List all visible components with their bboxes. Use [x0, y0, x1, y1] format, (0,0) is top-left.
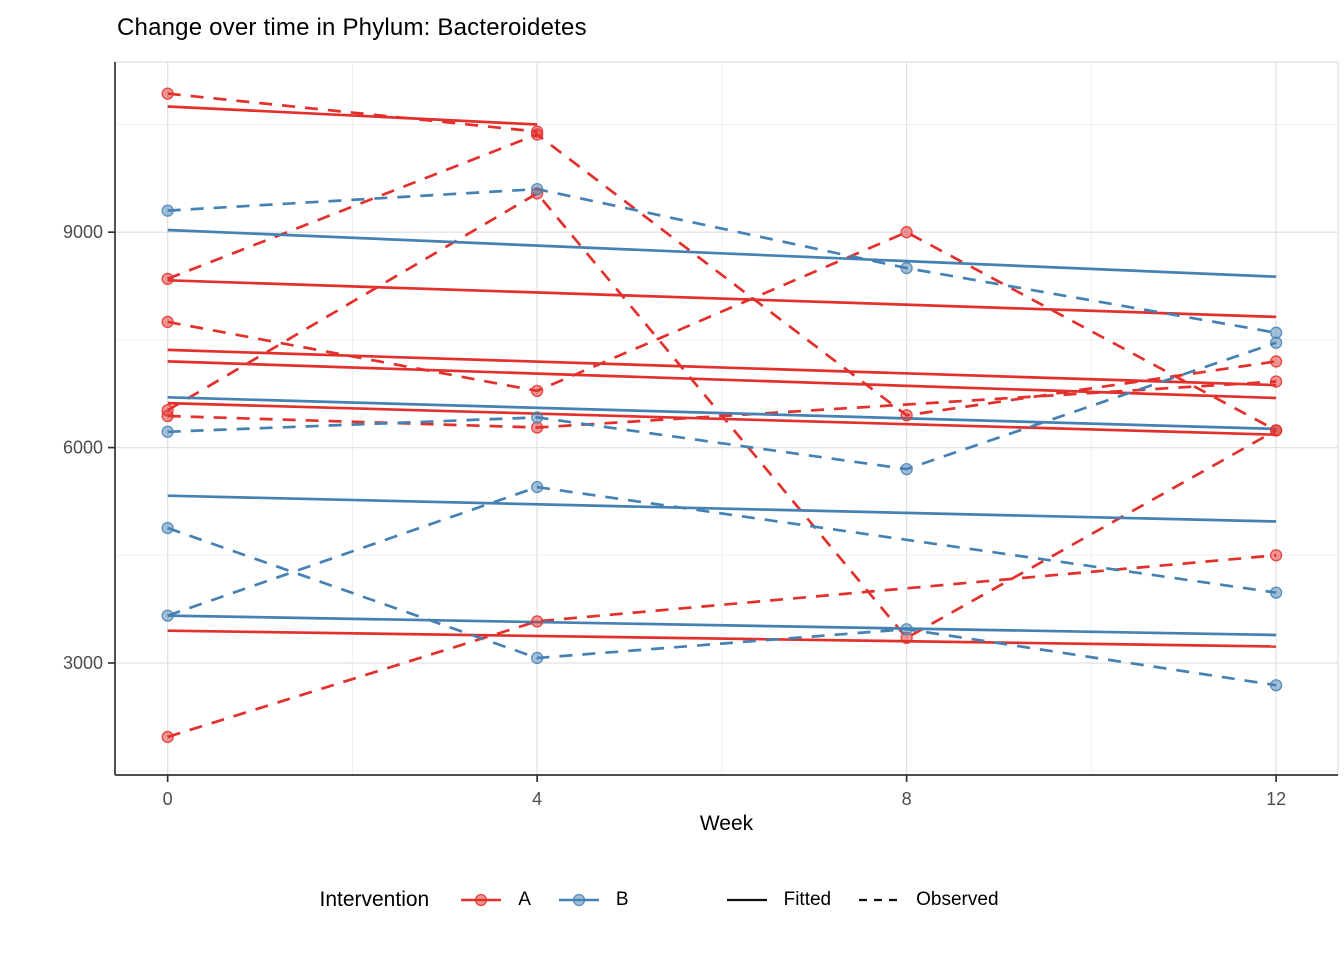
data-point-A4-wk12: [1269, 375, 1283, 388]
data-point-B4-wk0: [161, 609, 174, 622]
legend-label-a: A: [518, 889, 531, 910]
data-point-A2-wk0: [161, 272, 174, 285]
legend-title: Intervention: [319, 888, 430, 911]
data-point-A2-wk4: [530, 128, 544, 141]
x-tick-label: 8: [902, 789, 912, 809]
data-point-A6-wk12: [1269, 424, 1283, 437]
observed-line-A2: [167, 132, 1277, 417]
observed-line-B1: [167, 187, 1277, 335]
data-point-A6-wk0: [161, 404, 174, 417]
x-tick-label: 0: [163, 789, 173, 809]
legend-observed-line-icon: [859, 898, 900, 902]
legend-label-fitted: Fitted: [783, 889, 832, 910]
legend-fitted-line-icon: [726, 898, 767, 902]
data-point-A5-wk0: [161, 730, 174, 744]
x-axis-title: Week: [699, 812, 754, 835]
data-point-B1-wk8: [900, 261, 913, 275]
fitted-line-B2: [167, 395, 1277, 431]
observed-line-A1: [167, 92, 538, 133]
data-point-B1-wk4: [530, 182, 544, 196]
legend-b-line-icon: [558, 893, 599, 907]
data-point-B3-wk4: [530, 651, 544, 665]
data-point-A1-wk0: [161, 87, 174, 100]
fitted-line-B1: [167, 228, 1277, 279]
fitted-line-B3: [167, 614, 1277, 637]
data-point-B1-wk12: [1269, 326, 1283, 339]
fitted-line-A4: [167, 401, 1277, 437]
data-point-B4-wk12: [1269, 586, 1283, 599]
data-point-A3-wk0: [161, 315, 174, 329]
y-tick-label: 3000: [63, 653, 103, 673]
y-tick-label: 9000: [63, 222, 103, 242]
x-tick-label: 12: [1266, 789, 1286, 809]
fitted-line-A5: [167, 629, 1277, 648]
data-point-A3-wk4: [530, 384, 544, 398]
fitted-line-A2: [167, 278, 1277, 319]
data-point-B4-wk4: [530, 480, 544, 494]
fitted-line-B4: [167, 494, 1277, 523]
data-point-B2-wk12: [1269, 336, 1283, 349]
observed-line-B2: [167, 341, 1277, 471]
data-point-B3-wk8: [900, 623, 913, 636]
chart-title: Change over time in Phylum: Bacteroidete…: [117, 14, 587, 41]
legend-key-group-a: A: [459, 889, 531, 911]
fitted-line-A6: [167, 360, 1277, 400]
data-point-A5-wk12: [1269, 549, 1283, 562]
data-point-A2-wk8: [900, 409, 913, 422]
data-point-A5-wk4: [530, 615, 544, 628]
data-point-B3-wk0: [161, 521, 174, 535]
observed-line-A5: [167, 553, 1277, 739]
observed-line-A3: [167, 230, 1277, 432]
observed-line-B3: [167, 526, 1277, 687]
legend: Intervention A B Fitted Observed: [0, 888, 1344, 912]
data-point-B2-wk0: [161, 425, 174, 438]
legend-label-observed: Observed: [916, 889, 999, 910]
fitted-line-A1: [167, 105, 538, 126]
data-point-B2-wk4: [530, 411, 544, 424]
data-point-B3-wk12: [1269, 679, 1283, 692]
y-tick-label: 6000: [63, 438, 103, 458]
observed-line-A6: [167, 191, 1277, 640]
data-point-A2-wk12: [1269, 355, 1283, 368]
legend-key-group-b: B: [557, 889, 629, 911]
data-point-B1-wk0: [161, 204, 174, 217]
data-point-B2-wk8: [900, 462, 913, 476]
data-point-A4-wk4: [530, 421, 544, 434]
x-tick-label: 4: [532, 789, 542, 809]
legend-label-b: B: [615, 889, 629, 910]
legend-key-observed: Observed: [857, 889, 999, 911]
data-point-A3-wk8: [900, 226, 913, 239]
legend-a-line-icon: [461, 893, 502, 907]
legend-key-fitted: Fitted: [725, 889, 832, 911]
